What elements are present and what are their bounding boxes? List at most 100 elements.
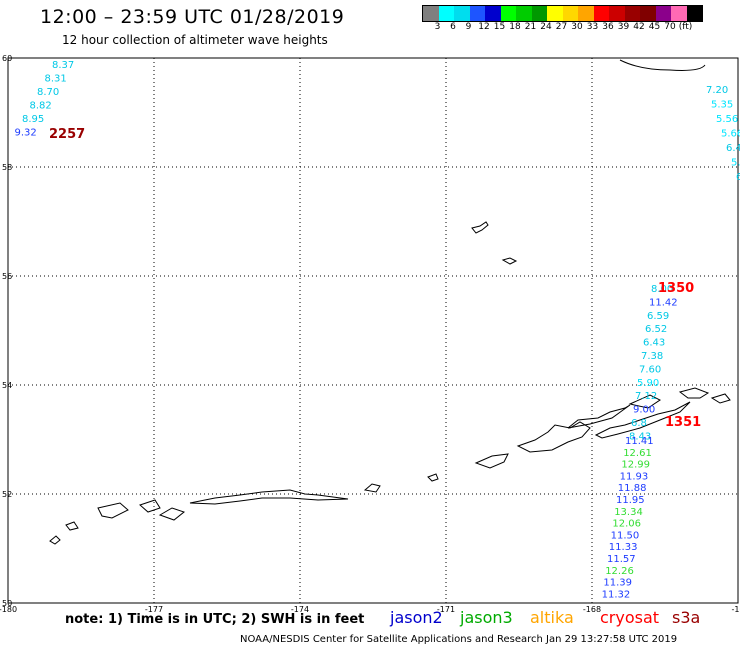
wave-height-value: 6.52 xyxy=(645,324,667,335)
wave-height-value: 6.43 xyxy=(643,338,665,349)
color-swatch xyxy=(547,6,563,21)
color-scale-label: 21 xyxy=(524,22,537,32)
color-swatch xyxy=(593,6,609,21)
wave-height-value: 8.31 xyxy=(45,74,67,85)
color-scale-label: 6 xyxy=(450,22,456,32)
coastline xyxy=(49,59,731,545)
wave-height-value: 12.99 xyxy=(621,460,650,471)
footer-note: note: 1) Time is in UTC; 2) SWH is in fe… xyxy=(65,612,365,627)
wave-height-value: 6.8 xyxy=(631,418,647,429)
color-swatch xyxy=(624,6,640,21)
lon-tick-label: -174 xyxy=(291,605,309,614)
wave-height-value: 8.82 xyxy=(30,101,52,112)
wave-height-value: 7.60 xyxy=(639,364,661,375)
wave-height-value: 8.37 xyxy=(52,60,74,71)
wave-height-value: 6.3 xyxy=(736,172,740,183)
wave-height-value: 13.34 xyxy=(614,507,643,518)
color-swatch xyxy=(562,6,578,21)
wave-height-value: 8.00 xyxy=(651,284,673,295)
color-scale-bar xyxy=(422,5,703,22)
color-scale-label: 3 xyxy=(434,22,441,32)
wave-height-value: 12.26 xyxy=(605,566,634,577)
satellite-s3a: s3a xyxy=(672,608,701,627)
wave-height-value: 12.06 xyxy=(612,519,641,530)
color-scale-label: 42 xyxy=(633,22,645,32)
wave-height-value: 8.43 xyxy=(629,431,651,442)
wave-height-value: 5.56 xyxy=(716,114,738,125)
lat-tick-label: 58 xyxy=(2,163,12,172)
lon-tick-label: -177 xyxy=(145,605,163,614)
wave-height-value: 5.66 xyxy=(721,129,740,140)
wave-height-value: 11.88 xyxy=(618,483,647,494)
map-title: 12:00 – 23:59 UTC 01/28/2019 xyxy=(40,6,345,28)
track-bottom: 11.4112.6112.9911.9311.8811.9513.3412.06… xyxy=(602,436,654,600)
color-swatch xyxy=(500,6,516,21)
color-scale-label: 12 xyxy=(478,22,490,32)
pass-time-label: 2257 xyxy=(49,127,85,142)
wave-height-value: 8.95 xyxy=(22,114,44,125)
lat-tick-label: 52 xyxy=(2,490,12,499)
wave-height-value: 5.35 xyxy=(711,100,733,111)
lat-tick-label: 60 xyxy=(2,54,12,63)
map-grid xyxy=(7,57,739,604)
lon-tick-label: -180 xyxy=(0,605,17,614)
track-right-top: 7.205.355.565.666.415.876.36.6 xyxy=(706,85,740,183)
wave-height-value: 11.32 xyxy=(602,589,631,600)
wave-height-value: 9.00 xyxy=(633,405,655,416)
color-swatch xyxy=(609,6,625,21)
lat-tick-label: 50 xyxy=(2,599,12,608)
map-frame xyxy=(7,57,739,604)
color-scale-labels: 3 6 9 12 15 18 21 24 27 30 33 36 39 42 45 70 (ft) xyxy=(422,22,740,36)
wave-height-value: 7.12 xyxy=(635,391,657,402)
wave-height-value: 11.93 xyxy=(620,471,649,482)
color-scale-label: 36 xyxy=(602,22,614,32)
wave-height-value: 11.41 xyxy=(625,436,654,447)
wave-height-value: 5.87 xyxy=(731,158,740,169)
wave-height-value: 6.59 xyxy=(647,311,669,322)
pass-time-label: 1351 xyxy=(665,415,701,430)
color-scale-label: (ft) xyxy=(678,22,693,32)
color-scale-label: 45 xyxy=(648,22,661,32)
wave-height-value: 9.32 xyxy=(15,128,37,139)
color-scale-label: 15 xyxy=(493,22,506,32)
color-swatch xyxy=(516,6,532,21)
color-scale-label: 70 xyxy=(664,22,676,32)
wave-height-value: 11.42 xyxy=(649,297,678,308)
wave-height-value: 8.70 xyxy=(37,87,59,98)
map-subtitle: 12 hour collection of altimeter wave hei… xyxy=(62,33,328,47)
color-swatch xyxy=(531,6,547,21)
wave-height-value: 7.20 xyxy=(706,85,728,96)
color-scale-label: 18 xyxy=(509,22,521,32)
satellite-jason3: jason3 xyxy=(460,608,513,627)
color-swatch xyxy=(423,6,439,21)
color-swatch xyxy=(578,6,594,21)
color-swatch xyxy=(671,6,687,21)
track-mid: 8.00 11.42 6.59 6.52 6.43 7.38 7.60 5.90 7.12 9.0… xyxy=(629,284,678,442)
color-swatch xyxy=(485,6,501,21)
color-swatch xyxy=(686,6,702,21)
wave-height-value: 6.41 xyxy=(726,143,740,154)
satellite-cryosat: cryosat xyxy=(600,608,660,627)
lon-tick-label: -168 xyxy=(583,605,601,614)
wave-height-value: 12.61 xyxy=(623,448,652,459)
color-swatch xyxy=(469,6,485,21)
color-swatch xyxy=(655,6,671,21)
wave-height-value: 5.90 xyxy=(637,378,659,389)
color-scale-label: 30 xyxy=(571,22,583,32)
color-scale-label: 24 xyxy=(540,22,552,32)
wave-height-value: 11.33 xyxy=(609,542,638,553)
wave-height-value: 7.38 xyxy=(641,351,663,362)
color-swatch xyxy=(640,6,656,21)
axis-ticks: 60 58 56 54 52 50-180 -177 -174 -171 -168 -16 xyxy=(0,54,740,614)
color-scale-label: 33 xyxy=(586,22,599,32)
credit-line: NOAA/NESDIS Center for Satellite Applica… xyxy=(240,634,678,645)
satellite-jason2: jason2 xyxy=(390,608,443,627)
color-swatch xyxy=(454,6,470,21)
wave-height-value: 11.39 xyxy=(603,578,632,589)
satellite-altika: altika xyxy=(530,608,574,627)
track-left: 8.37 8.31 8.70 8.82 8.95 9.32 xyxy=(15,60,75,139)
lat-tick-label: 54 xyxy=(2,381,12,390)
pass-time-label: 1350 xyxy=(658,281,694,296)
lat-tick-label: 56 xyxy=(2,272,12,281)
